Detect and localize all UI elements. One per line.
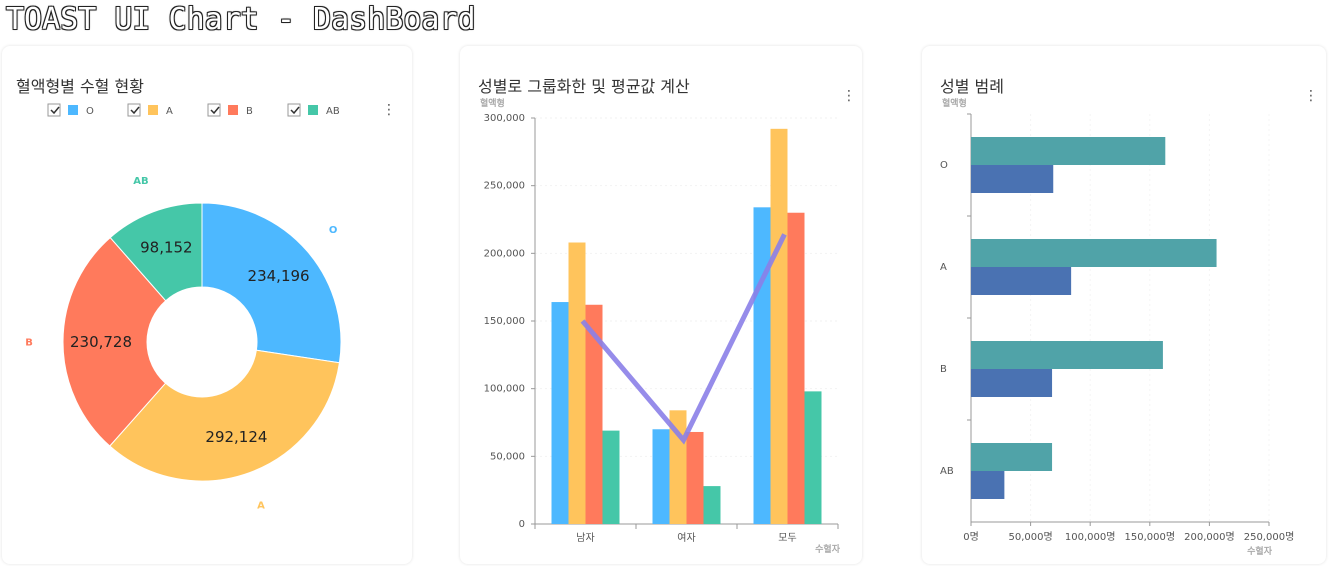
pie-value-label: 98,152 xyxy=(140,238,193,256)
pie-outer-label: A xyxy=(257,501,265,512)
bar-ab[interactable] xyxy=(602,430,620,524)
pie-value-label: 234,196 xyxy=(248,267,310,285)
bar-a[interactable] xyxy=(568,242,586,525)
bar-o[interactable] xyxy=(551,302,569,524)
more-menu-icon[interactable]: ⋮ xyxy=(1304,88,1318,104)
legend-label: AB xyxy=(326,106,340,117)
column-chart-panel: 성별로 그룹화한 및 평균값 계산 혈액형 ⋮ 0 50,000 100,000 150,0… xyxy=(460,46,862,564)
pie-value-label: 292,124 xyxy=(205,428,267,446)
page-title: TOAST UI Chart - DashBoard xyxy=(6,2,476,37)
donut-chart: 혈액형별 수혈 현황⋮O A B AB234,196O292,124A230,728B… xyxy=(16,77,396,512)
x-axis-label: 수혈자 xyxy=(1247,545,1273,557)
hbar-ab[interactable] xyxy=(971,471,1005,499)
average-line[interactable] xyxy=(580,233,787,445)
y-tick-label: O xyxy=(940,160,948,171)
legend-label: A xyxy=(166,106,173,117)
bar-ab[interactable] xyxy=(703,486,721,524)
y-tick-label: AB xyxy=(940,466,954,477)
hbar-a[interactable] xyxy=(971,267,1072,295)
chart-title: 혈액형별 수혈 현황 xyxy=(16,77,144,96)
y-tick-label: 100,000 xyxy=(484,384,525,395)
more-menu-icon[interactable]: ⋮ xyxy=(842,88,856,104)
bar-b[interactable] xyxy=(585,304,603,524)
x-tick-label: 0명 xyxy=(963,531,979,543)
donut-chart-panel: 혈액형별 수혈 현황 ⋮ O A B AB 234,196 O 292,124 A 230,728 B… xyxy=(2,46,412,564)
legend-checkbox[interactable] xyxy=(287,103,301,117)
y-tick-label: 250,000 xyxy=(484,181,525,192)
y-tick-label: A xyxy=(940,262,947,273)
more-menu-icon[interactable]: ⋮ xyxy=(382,102,396,118)
y-tick-label: 50,000 xyxy=(490,451,525,462)
legend-label: O xyxy=(86,106,94,117)
legend-item-a[interactable]: A xyxy=(127,103,173,117)
checkmark-icon xyxy=(210,106,220,115)
pie-slice-ab[interactable] xyxy=(109,202,203,302)
bar-a[interactable] xyxy=(770,128,788,524)
pie-slice-o[interactable] xyxy=(201,202,342,364)
pie-outer-label: O xyxy=(329,225,338,236)
bar-o[interactable] xyxy=(652,429,670,524)
x-tick-label: 여자 xyxy=(677,532,695,544)
pie-outer-label: AB xyxy=(133,176,148,187)
y-axis-label: 혈액형 xyxy=(480,97,505,109)
bar-chart-panel: 성별 범례 혈액형 ⋮ 0명 50,000명 100,000명 150,000명 200,00… xyxy=(922,46,1326,564)
y-axis-label: 혈액형 xyxy=(942,97,967,109)
x-tick-label: 모두 xyxy=(778,533,796,544)
hbar-o[interactable] xyxy=(971,165,1054,193)
hbar-b[interactable] xyxy=(971,341,1163,369)
pie-slice-b[interactable] xyxy=(62,236,167,447)
hbar-ab[interactable] xyxy=(971,443,1053,471)
x-tick-label: 50,000명 xyxy=(1008,531,1052,543)
legend-item-b[interactable]: B xyxy=(207,103,253,117)
legend-checkbox[interactable] xyxy=(47,103,61,117)
x-axis-label: 수혈자 xyxy=(815,543,841,555)
legend-item-o[interactable]: O xyxy=(47,103,94,117)
x-tick-label: 150,000명 xyxy=(1125,531,1176,543)
pie-slice-a[interactable] xyxy=(109,349,341,482)
checkmark-icon xyxy=(50,106,60,115)
legend-checkbox[interactable] xyxy=(127,103,141,117)
x-tick-label: 100,000명 xyxy=(1065,531,1116,543)
chart-title: 성별로 그룹화한 및 평균값 계산 xyxy=(478,77,690,96)
y-tick-label: 200,000 xyxy=(484,248,525,259)
pie-outer-label: B xyxy=(25,338,33,349)
pie-value-label: 230,728 xyxy=(70,333,132,351)
legend-checkbox[interactable] xyxy=(207,103,221,117)
legend-item-ab[interactable]: AB xyxy=(287,103,340,117)
legend-swatch xyxy=(308,105,318,115)
bar-b[interactable] xyxy=(787,212,805,524)
y-tick-label: 0 xyxy=(519,519,525,530)
legend-swatch xyxy=(148,105,158,115)
y-tick-label: 150,000 xyxy=(484,316,525,327)
hbar-b[interactable] xyxy=(971,369,1053,397)
bar-b[interactable] xyxy=(686,431,704,524)
checkmark-icon xyxy=(290,106,300,115)
x-tick-label: 200,000명 xyxy=(1184,531,1235,543)
legend-swatch xyxy=(228,105,238,115)
x-tick-label: 250,000명 xyxy=(1244,531,1295,543)
checkmark-icon xyxy=(130,106,140,115)
legend-label: B xyxy=(246,106,253,117)
chart-title: 성별 범례 xyxy=(940,77,1004,96)
x-tick-label: 남자 xyxy=(576,532,594,544)
hbar-a[interactable] xyxy=(971,239,1217,267)
y-tick-label: B xyxy=(940,364,947,375)
bar-ab[interactable] xyxy=(804,391,822,524)
y-tick-label: 300,000 xyxy=(484,113,525,124)
bar-o[interactable] xyxy=(753,207,771,524)
hbar-o[interactable] xyxy=(971,137,1166,165)
legend-swatch xyxy=(68,105,78,115)
